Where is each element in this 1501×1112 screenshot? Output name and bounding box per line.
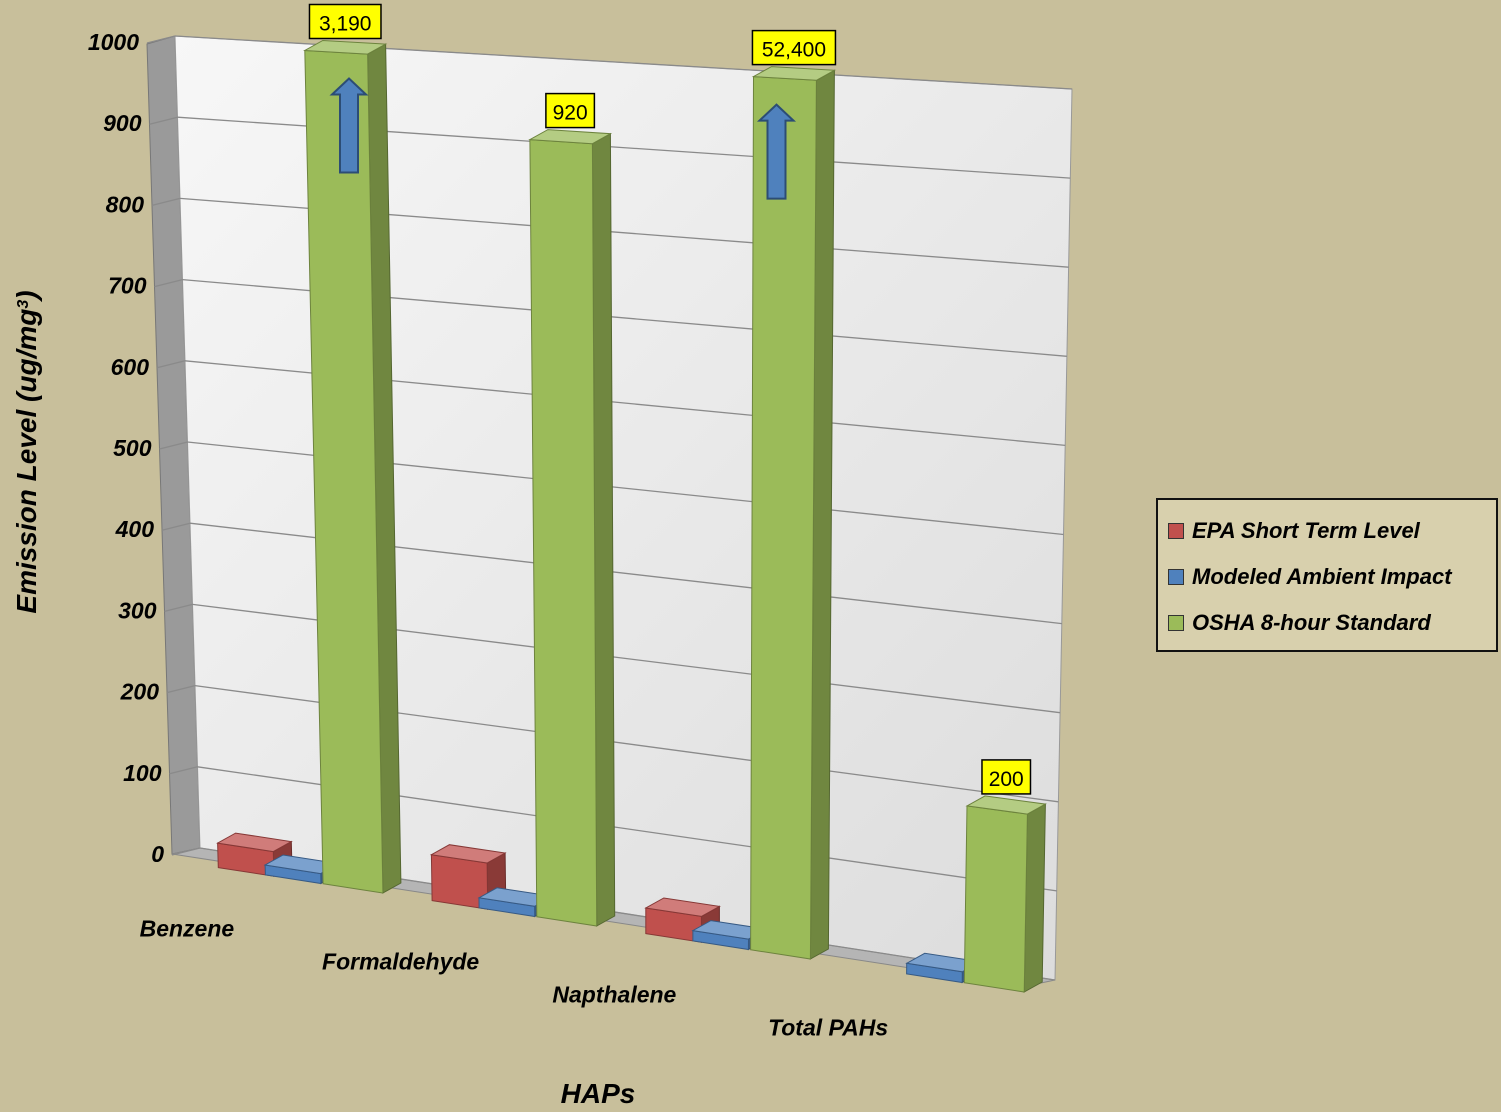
legend-label-epa: EPA Short Term Level [1192,518,1420,543]
data-label-text: 3,190 [319,12,372,35]
data-label-benzene: 3,190 [308,3,382,40]
data-label-text: 200 [989,768,1024,791]
bar-top [965,795,1047,815]
y-axis-title-close: ) [11,290,42,302]
y-axis-title-main: Emission Level (ug/mg [11,309,42,614]
gridline-side [169,766,198,775]
gridline-side [154,278,183,288]
y-tick-label: 800 [106,191,145,217]
legend-label-modeled: Modeled Ambient Impact [1192,564,1452,589]
legend-item-modeled: Modeled Ambient Impact [1168,554,1486,600]
bar-front [963,805,1028,993]
bar-top [216,832,293,853]
data-label-box [308,3,382,40]
y-tick-label: 1000 [88,29,139,55]
overflow-arrow-icon [329,77,369,174]
gridline-side [151,197,181,207]
legend-item-osha: OSHA 8-hour Standard [1168,600,1486,646]
y-tick-label: 700 [108,273,147,299]
bar-top [528,129,613,145]
bar-total-pahs-osha [963,795,1047,993]
data-label-formaldehyde: 920 [545,92,596,129]
bar-top [751,66,837,81]
gridline-side [159,441,188,450]
bars [216,39,1047,993]
legend-label-osha: OSHA 8-hour Standard [1192,610,1431,635]
y-tick-label: 900 [103,110,142,136]
gridline-side [171,847,201,856]
legend: EPA Short Term Level Modeled Ambient Imp… [1156,498,1498,652]
y-axis-title: Emission Level (ug/mg3) [11,290,42,613]
gridline-side [156,360,186,369]
y-tick-label: 0 [151,841,164,867]
x-tick-label: Benzene [140,916,235,942]
legend-item-epa: EPA Short Term Level [1168,508,1486,554]
bar-formaldehyde-osha [528,129,616,927]
data-label-box [751,29,837,66]
bar-top [303,39,388,55]
legend-swatch-osha [1168,615,1184,631]
y-tick-label: 300 [118,597,157,623]
x-tick-label: Formaldehyde [322,949,479,975]
y-tick-label: 200 [120,679,160,705]
overflow-arrow-icon [756,103,797,200]
bar-benzene-osha [303,39,402,894]
labels: 0 100 200 300 400 500 600 700 800 900 1000 3,190 Ben… [11,3,1032,1109]
gridline-side [161,522,191,531]
bar-front [529,139,598,927]
data-label-text: 920 [553,102,588,125]
data-label-napthalene: 52,400 [751,29,837,66]
data-label-box [545,92,596,129]
gridline-side [164,603,193,613]
y-tick-label: 600 [111,354,150,380]
y-tick-label: 100 [123,760,162,786]
data-label-box [981,759,1032,795]
bar-top [644,897,721,917]
legend-swatch-epa [1168,523,1184,539]
data-label-text: 52,400 [762,39,826,62]
gridline-side [149,116,178,125]
gridline-side [166,684,196,694]
x-axis-title: HAPs [561,1078,636,1107]
y-tick-label: 500 [113,435,152,461]
bar-napthalene-osha [750,66,837,960]
y-tick-label: 400 [115,516,155,542]
data-label-total-pahs: 200 [981,759,1032,795]
gridline-side [146,35,176,44]
y-axis-title-sup: 3 [15,300,32,309]
x-tick-label: Napthalene [552,982,676,1008]
legend-swatch-modeled [1168,569,1184,585]
x-tick-label: Total PAHs [768,1015,888,1041]
bar-top [429,844,507,864]
bar-front [750,76,817,960]
